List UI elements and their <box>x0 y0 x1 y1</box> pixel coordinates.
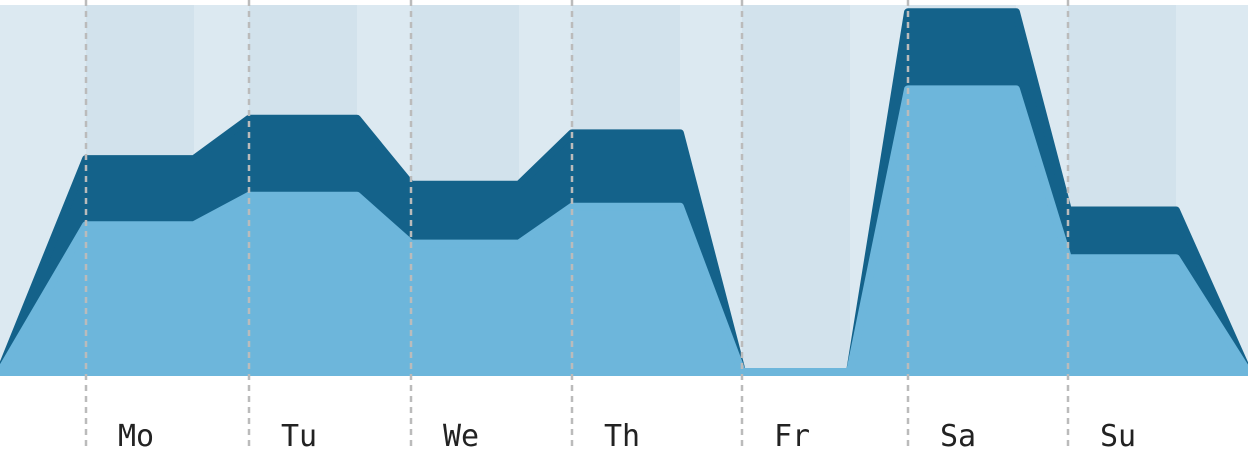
x-tick-label-fr: Fr <box>774 419 810 451</box>
x-tick-label-we: We <box>443 419 479 451</box>
x-tick-label-mo: Mo <box>118 419 154 451</box>
gridlines <box>84 0 1070 451</box>
background-stripe-fr <box>742 5 850 372</box>
x-tick-label-th: Th <box>604 419 640 451</box>
x-tick-label-sa: Sa <box>940 419 976 451</box>
area-series-lower <box>0 85 1248 376</box>
area-series-group <box>0 8 1248 376</box>
x-tick-label-su: Su <box>1100 419 1136 451</box>
x-tick-label-tu: Tu <box>281 419 317 451</box>
x-axis-labels: Mo Tu We Th Fr Sa Su <box>118 419 1136 451</box>
